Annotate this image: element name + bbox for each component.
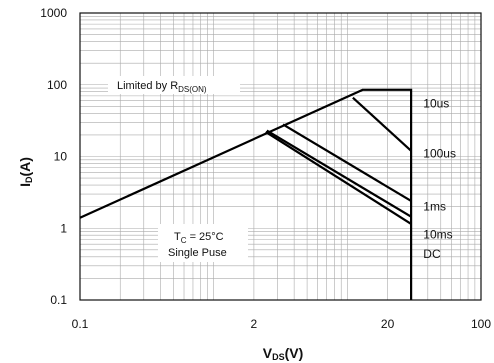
tc-text: T [174, 231, 181, 243]
y-tick-label: 100 [47, 78, 67, 92]
y-axis-title-tail: (A) [17, 157, 33, 176]
series-label-1ms: 1ms [423, 200, 446, 214]
series-line-10ms [266, 129, 412, 218]
rds-limit-annotation-bg [108, 76, 240, 94]
rds-limit-text: Limited by R [117, 80, 178, 92]
series-group [79, 88, 413, 300]
x-tick-label: 100 [471, 317, 491, 331]
single-pulse-text: Single Puse [168, 247, 227, 259]
y-tick-labels: 0.1 1 10 100 1000 [40, 6, 67, 307]
x-tick-labels: 0.1 2 20 100 [72, 317, 492, 331]
test-conditions-bg [158, 224, 248, 262]
series-line-100us [352, 96, 412, 152]
y-tick-label: 1 [60, 221, 67, 235]
y-tick-label: 10 [54, 150, 68, 164]
chart-grid [80, 13, 481, 300]
test-conditions-annotation: TC = 25°C Single Puse [158, 224, 248, 262]
x-axis-title-main: V [263, 345, 273, 361]
series-line-1ms [282, 123, 412, 202]
series-line-10us [79, 88, 413, 300]
series-label-100us: 100us [423, 147, 456, 161]
plot-frame [79, 12, 482, 301]
y-axis-title-main: I [17, 183, 33, 187]
tc-subscript: C [181, 236, 187, 245]
svg-text:TC = 25°C: TC = 25°C [174, 231, 224, 245]
tc-value: = 25°C [187, 231, 224, 243]
rds-limit-subscript: DS(ON) [178, 85, 207, 94]
y-tick-label: 1000 [40, 6, 67, 20]
series-label-10ms: 10ms [423, 227, 452, 241]
series-labels: 10us 100us 1ms 10ms DC [423, 96, 456, 260]
series-line-dc [265, 131, 412, 225]
y-axis-title-sub: D [24, 176, 34, 183]
series-label-dc: DC [423, 247, 441, 261]
rds-limit-annotation: Limited by RDS(ON) [108, 76, 240, 94]
x-axis-title-tail: (V) [285, 345, 304, 361]
series-label-10us: 10us [423, 96, 449, 110]
y-tick-label: 0.1 [50, 293, 67, 307]
x-axis-title-sub: DS [272, 352, 285, 362]
x-axis-title: VDS(V) [263, 345, 304, 362]
x-tick-label: 2 [251, 317, 258, 331]
y-axis-title: ID(A) [17, 157, 34, 187]
x-tick-label: 20 [381, 317, 395, 331]
x-tick-label: 0.1 [72, 317, 89, 331]
svg-text:Limited by RDS(ON): Limited by RDS(ON) [117, 80, 207, 94]
